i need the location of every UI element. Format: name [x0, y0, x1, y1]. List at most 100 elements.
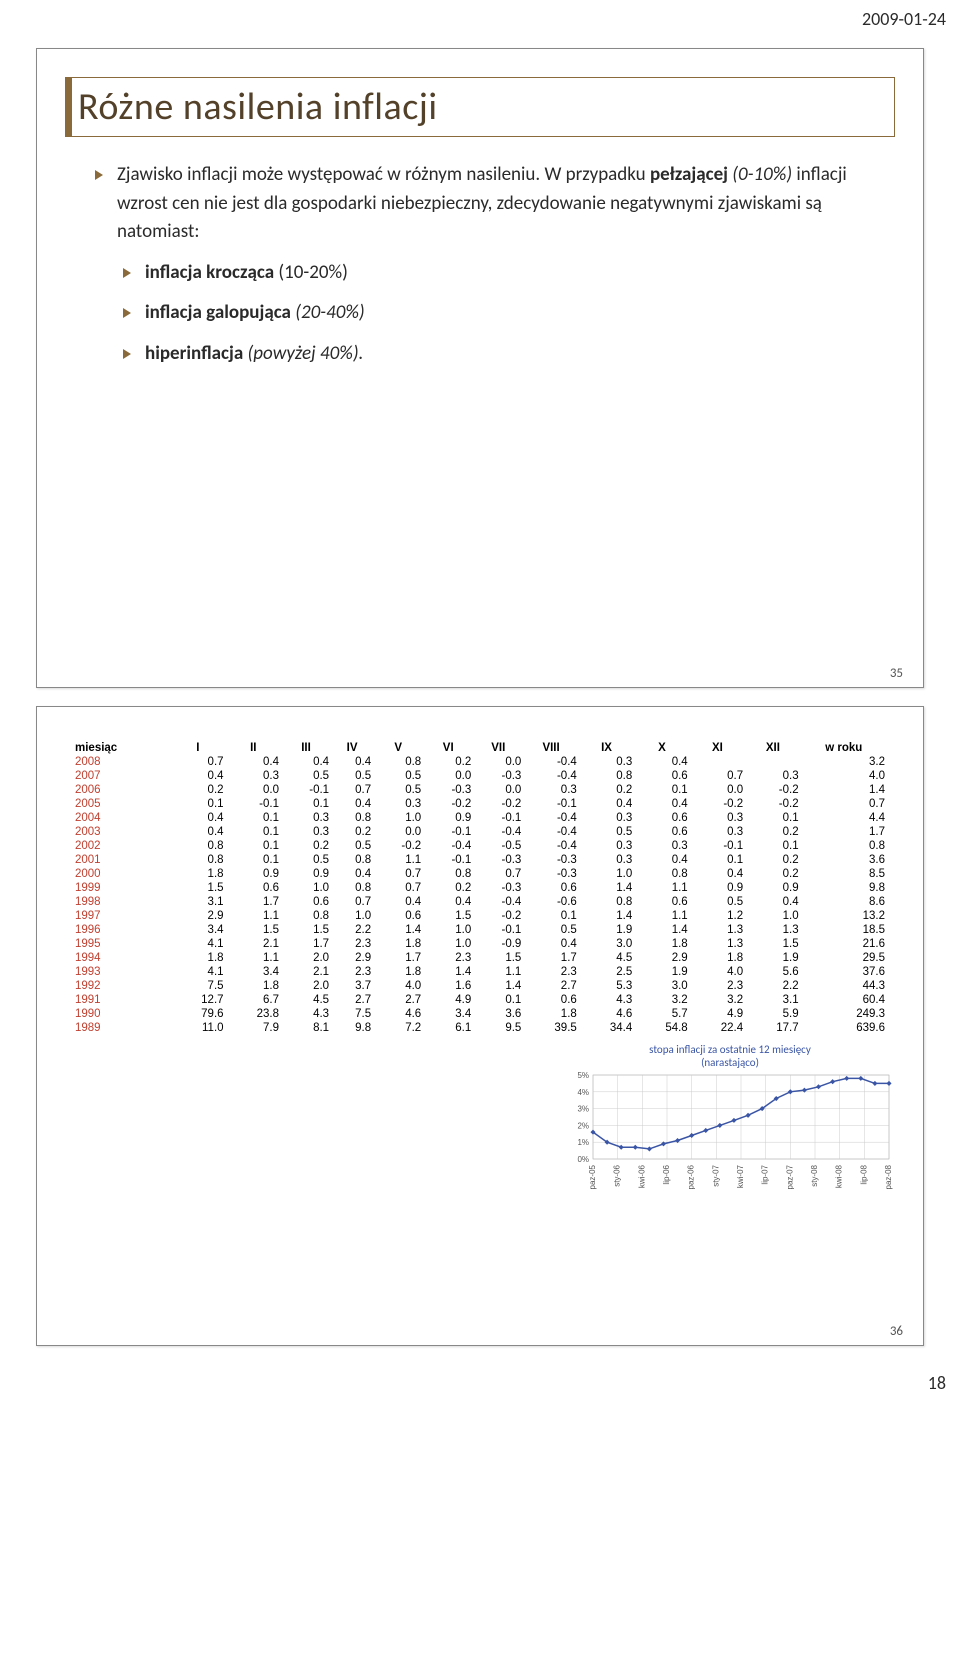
value-cell: 0.3	[579, 839, 634, 853]
value-cell: 7.2	[373, 1021, 423, 1035]
value-cell: 4.0	[373, 979, 423, 993]
value-cell: 3.2	[634, 993, 689, 1007]
value-cell: 3.6	[473, 1007, 523, 1021]
value-cell: 1.1	[226, 909, 281, 923]
year-cell: 1998	[73, 895, 170, 909]
value-cell: 2.3	[690, 979, 745, 993]
value-cell: 0.2	[579, 783, 634, 797]
slide1-intro: Zjawisko inflacji może występować w różn…	[95, 161, 873, 247]
year-cell: 2004	[73, 811, 170, 825]
svg-text:sty-06: sty-06	[613, 1165, 622, 1187]
table-row: 20080.70.40.40.40.80.20.0-0.40.30.43.2	[73, 755, 887, 769]
value-cell: 4.1	[170, 937, 225, 951]
value-cell: 0.8	[801, 839, 887, 853]
table-header-row: miesiącIIIIIIIVVVIVIIVIIIIXXXIXIIw roku	[73, 741, 887, 755]
value-cell: 18.5	[801, 923, 887, 937]
table-row: 20030.40.10.30.20.0-0.1-0.4-0.40.50.60.3…	[73, 825, 887, 839]
value-cell: 3.1	[745, 993, 800, 1007]
svg-text:paz-05: paz-05	[588, 1165, 597, 1190]
value-cell: 2.3	[423, 951, 473, 965]
svg-text:kwi-07: kwi-07	[736, 1165, 745, 1189]
table-col-header: I	[170, 741, 225, 755]
value-cell: 0.4	[170, 811, 225, 825]
value-cell: -0.1	[226, 797, 281, 811]
value-cell: 0.8	[331, 881, 373, 895]
value-cell: 0.8	[331, 811, 373, 825]
value-cell: 0.5	[373, 783, 423, 797]
value-cell: 1.9	[634, 965, 689, 979]
value-cell: -0.3	[523, 867, 578, 881]
value-cell: 13.2	[801, 909, 887, 923]
year-cell: 1990	[73, 1007, 170, 1021]
table-row: 19983.11.70.60.70.40.4-0.4-0.60.80.60.50…	[73, 895, 887, 909]
value-cell: 0.1	[226, 825, 281, 839]
value-cell: 249.3	[801, 1007, 887, 1021]
table-col-header: X	[634, 741, 689, 755]
value-cell: 2.9	[170, 909, 225, 923]
value-cell: 0.8	[331, 853, 373, 867]
table-row: 19954.12.11.72.31.81.0-0.90.43.01.81.31.…	[73, 937, 887, 951]
value-cell: 0.3	[690, 825, 745, 839]
value-cell: 6.1	[423, 1021, 473, 1035]
value-cell: -0.6	[523, 895, 578, 909]
value-cell: 5.3	[579, 979, 634, 993]
value-cell: 1.0	[423, 923, 473, 937]
table-row: 20020.80.10.20.5-0.2-0.4-0.5-0.40.30.3-0…	[73, 839, 887, 853]
value-cell: 4.4	[801, 811, 887, 825]
value-cell: 3.4	[226, 965, 281, 979]
value-cell: 0.4	[331, 867, 373, 881]
value-cell: 23.8	[226, 1007, 281, 1021]
value-cell: 0.3	[281, 811, 331, 825]
year-cell: 2000	[73, 867, 170, 881]
value-cell: 0.2	[423, 881, 473, 895]
inflation-chart: 0%1%2%3%4%5%paz-05sty-06kwi-06lip-06paz-…	[565, 1071, 895, 1201]
value-cell: 1.3	[690, 937, 745, 951]
table-row: 20070.40.30.50.50.50.0-0.3-0.40.80.60.70…	[73, 769, 887, 783]
value-cell: 0.4	[170, 769, 225, 783]
value-cell: 1.5	[473, 951, 523, 965]
value-cell: 1.1	[634, 909, 689, 923]
b1-rest: (10-20%)	[274, 261, 348, 284]
value-cell: 1.0	[745, 909, 800, 923]
table-row: 20060.20.0-0.10.70.5-0.30.00.30.20.10.0-…	[73, 783, 887, 797]
year-cell: 2005	[73, 797, 170, 811]
value-cell: 0.3	[523, 783, 578, 797]
value-cell: 37.6	[801, 965, 887, 979]
slide1-pagenum: 35	[890, 666, 903, 681]
svg-text:lip-07: lip-07	[761, 1165, 770, 1185]
value-cell: 79.6	[170, 1007, 225, 1021]
value-cell: 0.1	[226, 811, 281, 825]
year-cell: 2002	[73, 839, 170, 853]
value-cell: 54.8	[634, 1021, 689, 1035]
value-cell: 0.0	[690, 783, 745, 797]
value-cell: 22.4	[690, 1021, 745, 1035]
value-cell: 5.7	[634, 1007, 689, 1021]
chart-wrap: stopa inflacji za ostatnie 12 miesięcy (…	[565, 1043, 895, 1201]
value-cell: -0.1	[473, 923, 523, 937]
table-col-header: IV	[331, 741, 373, 755]
value-cell: 0.7	[473, 867, 523, 881]
value-cell: 0.7	[331, 783, 373, 797]
value-cell: 0.7	[690, 769, 745, 783]
table-col-header: VII	[473, 741, 523, 755]
value-cell: 0.7	[373, 881, 423, 895]
value-cell: 3.7	[331, 979, 373, 993]
value-cell: 0.1	[745, 839, 800, 853]
table-col-header: VI	[423, 741, 473, 755]
value-cell: 1.0	[281, 881, 331, 895]
slide1-title: Różne nasilenia inflacji	[78, 84, 890, 130]
value-cell: 0.1	[473, 993, 523, 1007]
table-row: 19972.91.10.81.00.61.5-0.20.11.41.11.21.…	[73, 909, 887, 923]
page-date: 2009-01-24	[0, 0, 960, 34]
value-cell: 1.8	[373, 937, 423, 951]
footer-pagenum: 18	[0, 1364, 960, 1404]
table-row: 20001.80.90.90.40.70.80.7-0.31.00.80.40.…	[73, 867, 887, 881]
intro-italic1: (0-10%)	[732, 163, 792, 186]
value-cell: 0.4	[226, 755, 281, 769]
value-cell: 0.4	[579, 797, 634, 811]
value-cell: -0.3	[473, 769, 523, 783]
value-cell: 0.3	[373, 797, 423, 811]
value-cell: -0.1	[523, 797, 578, 811]
value-cell: 1.0	[373, 811, 423, 825]
intro-pre: Zjawisko inflacji może występować w różn…	[117, 163, 650, 186]
